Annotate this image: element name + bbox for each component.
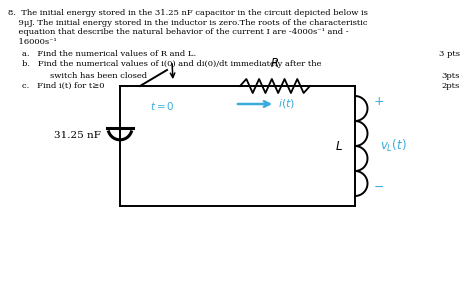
Text: 3pts: 3pts [442, 72, 460, 80]
Text: switch has been closed: switch has been closed [50, 72, 147, 80]
Text: $+$: $+$ [373, 94, 384, 107]
Text: $t = 0$: $t = 0$ [150, 100, 175, 112]
Text: $i(t)$: $i(t)$ [278, 96, 295, 110]
Text: a.   Find the numerical values of R and L.: a. Find the numerical values of R and L. [22, 50, 196, 58]
Text: 3 pts: 3 pts [439, 50, 460, 58]
Text: b.   Find the numerical values of i(0) and di(0)/dt immediately after the: b. Find the numerical values of i(0) and… [22, 59, 321, 67]
Text: 9μJ. The initial energy stored in the inductor is zero.The roots of the characte: 9μJ. The initial energy stored in the in… [8, 19, 367, 27]
Text: c.   Find i(t) for t≥0: c. Find i(t) for t≥0 [22, 81, 104, 89]
Text: 16000s⁻¹: 16000s⁻¹ [8, 38, 57, 46]
Text: equation that describe the natural behavior of the current I are -4000s⁻¹ and -: equation that describe the natural behav… [8, 28, 348, 36]
Text: 8.  The initial energy stored in the 31.25 nF capacitor in the circuit depicted : 8. The initial energy stored in the 31.2… [8, 9, 368, 17]
Text: $v_L(t)$: $v_L(t)$ [380, 138, 407, 154]
Text: 31.25 nF: 31.25 nF [54, 131, 101, 139]
Text: $-$: $-$ [373, 179, 384, 192]
Text: $R$: $R$ [271, 57, 280, 70]
Text: 2pts: 2pts [442, 81, 460, 89]
Text: $L$: $L$ [335, 139, 343, 152]
